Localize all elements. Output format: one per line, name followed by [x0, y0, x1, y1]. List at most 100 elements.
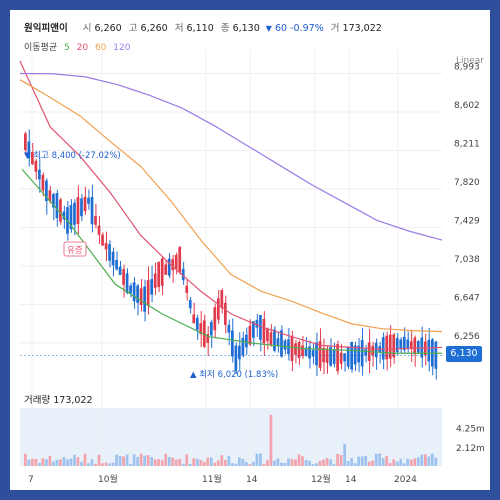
candle-body — [332, 349, 336, 365]
volume-bar — [287, 458, 290, 466]
volume-bar — [427, 456, 431, 466]
volume-bar — [31, 458, 34, 466]
candle-body — [374, 342, 378, 358]
ma-20-line — [19, 60, 443, 350]
volume-bar — [125, 454, 129, 466]
volume-bar — [416, 457, 420, 466]
candle-body — [241, 337, 245, 356]
volume-bar — [195, 458, 199, 466]
low-label: 저 — [174, 23, 184, 34]
candle-body — [195, 317, 199, 330]
volume-bar — [185, 454, 189, 466]
candle-body — [399, 339, 403, 350]
candle-body — [90, 196, 94, 225]
candle-body — [185, 285, 189, 293]
down-triangle-icon: ▼ — [265, 24, 272, 33]
candle-body — [118, 266, 122, 275]
candle-body — [125, 273, 129, 294]
ma-60-line — [19, 79, 443, 333]
scale-mode-label[interactable]: Linear — [456, 56, 484, 66]
volume-bar — [45, 459, 48, 466]
low-value: 6,110 — [186, 23, 214, 34]
x-tick-label: 7 — [28, 475, 34, 485]
volume-bar — [332, 464, 336, 466]
volume-bar — [360, 456, 364, 466]
candle-body — [388, 334, 392, 359]
volume-panel-value: 173,022 — [53, 395, 93, 406]
candle-body — [269, 332, 273, 345]
x-tick-label: 14 — [345, 475, 357, 485]
candle-body — [31, 152, 34, 165]
candle-body — [315, 342, 318, 366]
volume-bar — [336, 453, 339, 466]
volume-bar — [378, 453, 382, 466]
volume-bar — [220, 455, 224, 466]
volume-bar — [227, 455, 231, 466]
volume-bar — [202, 461, 206, 466]
volume-bar — [374, 453, 378, 466]
volume-bar — [129, 463, 132, 466]
candle-body — [104, 243, 108, 250]
volume-bar — [409, 459, 413, 466]
candle-body — [73, 202, 76, 225]
candle-body — [146, 280, 150, 306]
candle-body — [311, 350, 315, 357]
volume-bar — [385, 456, 389, 466]
volume-bar — [94, 463, 97, 466]
volume-bar — [402, 463, 406, 466]
candle-body — [94, 216, 97, 225]
volume-bar — [283, 463, 287, 466]
candle-body — [178, 247, 182, 273]
candle-body — [276, 338, 280, 346]
volume-bar — [41, 458, 45, 466]
candle-body — [227, 324, 231, 333]
volume-bar — [273, 460, 276, 466]
y-tick-label: 7,429 — [454, 216, 480, 226]
volume-bar — [280, 462, 283, 466]
ma-title: 이동평균 — [24, 43, 58, 53]
last-price-tag: 6,130 — [446, 346, 482, 362]
candle-body — [371, 345, 375, 356]
ma-5-label: 5 — [64, 43, 70, 53]
volume-bar — [153, 459, 157, 466]
ma-5-line — [21, 168, 442, 354]
y-tick-label: 6,256 — [454, 332, 480, 342]
volume-bar — [90, 459, 94, 466]
volume-bar — [178, 458, 182, 466]
candle-body — [322, 347, 325, 363]
candle-body — [318, 341, 322, 368]
candle-body — [364, 349, 368, 356]
stock-name: 원익피앤이 — [24, 23, 68, 34]
volume-bar — [174, 459, 178, 466]
volume-bar — [388, 463, 392, 466]
y-tick-label: 7,820 — [454, 178, 480, 188]
candle-body — [69, 205, 73, 230]
x-tick-label: 14 — [246, 475, 258, 485]
volume-bar — [301, 456, 304, 466]
candle-body — [234, 345, 238, 371]
volume-bar — [104, 462, 108, 466]
candle-body — [83, 196, 87, 212]
volume-bar — [255, 453, 259, 466]
volume-bar — [364, 455, 368, 466]
event-marker: 유증 — [67, 246, 83, 256]
volume-panel-bg — [20, 408, 442, 466]
price-chart[interactable]: 8,993 8,602 8,211 7,820 7,429 7,038 6,647 6,256… — [10, 10, 490, 490]
ma-120-line — [19, 72, 443, 241]
candle-body — [238, 345, 241, 360]
volume-bar — [62, 457, 66, 466]
volume-bar — [38, 462, 41, 466]
candle-body — [38, 169, 41, 180]
close-label: 종 — [220, 23, 230, 34]
candle-body — [139, 288, 143, 306]
volume-bar — [101, 463, 104, 466]
volume-bar — [83, 453, 87, 466]
volume-bar — [213, 462, 217, 466]
candle-body — [150, 279, 154, 295]
candle-body — [273, 329, 276, 351]
candle-body — [220, 290, 224, 309]
candle-body — [143, 286, 146, 312]
candle-body — [395, 338, 399, 353]
volume-bar — [108, 463, 111, 466]
candle-body — [392, 334, 396, 358]
